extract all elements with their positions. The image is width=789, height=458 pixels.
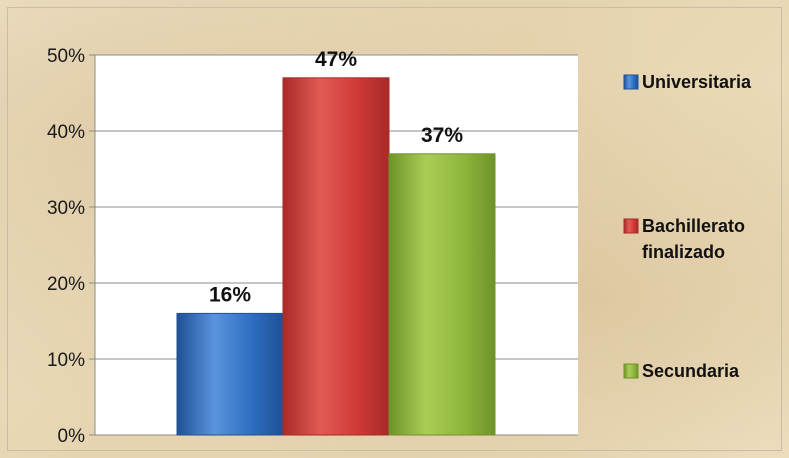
bar-bachillerato-finalizado	[282, 77, 390, 436]
legend: Universitaria Bachillerato finalizado Secun…	[623, 72, 752, 381]
bar-secundaria	[388, 153, 496, 436]
y-tick-label: 20%	[47, 274, 85, 295]
legend-swatch	[623, 218, 639, 234]
legend-label: Secundaria	[642, 361, 740, 381]
legend-swatch	[623, 363, 639, 379]
data-labels: 16% 47% 37%	[209, 48, 463, 307]
legend-label: Universitaria	[642, 72, 752, 92]
y-tick-labels: 0% 10% 20% 30% 40% 50%	[47, 46, 95, 447]
y-tick-label: 0%	[58, 426, 86, 447]
y-tick-label: 30%	[47, 198, 85, 219]
data-label: 16%	[209, 283, 251, 306]
y-tick-label: 50%	[47, 46, 85, 67]
bars	[176, 77, 496, 436]
data-label: 37%	[421, 124, 463, 147]
data-label: 47%	[315, 48, 357, 71]
chart-frame	[7, 7, 782, 451]
bar-universitaria	[176, 312, 284, 436]
y-tick-label: 40%	[47, 122, 85, 143]
legend-label: Bachillerato	[642, 216, 745, 236]
legend-label: finalizado	[642, 242, 725, 262]
y-tick-label: 10%	[47, 350, 85, 371]
legend-swatch	[623, 74, 639, 90]
